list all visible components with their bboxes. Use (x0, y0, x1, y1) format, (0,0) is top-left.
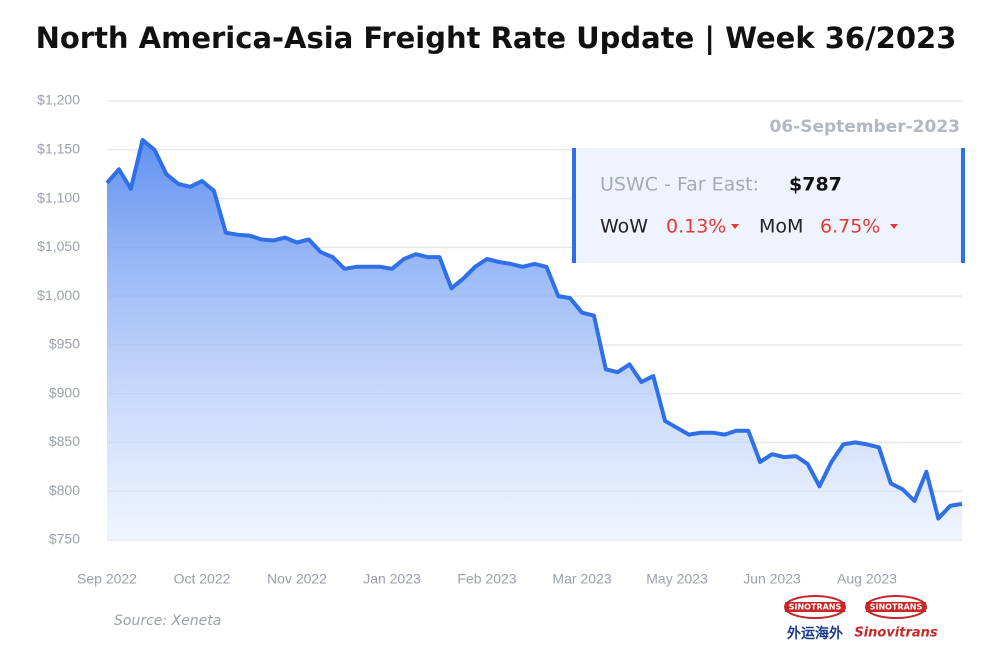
box-border (961, 148, 965, 263)
y-tick-label: $1,150 (37, 140, 80, 156)
logo-band (785, 602, 845, 612)
area (107, 140, 962, 540)
y-tick-label: $850 (49, 433, 80, 449)
mom-value: 6.75% (820, 216, 880, 238)
x-tick-label: Feb 2023 (457, 571, 516, 587)
source: Source: Xeneta (114, 613, 221, 629)
info-box: 06-September-2023 USWC - Far East: $787 … (572, 117, 965, 263)
x-tick-label: Mar 2023 (552, 571, 611, 587)
y-tick-label: $800 (49, 482, 80, 498)
y-tick-label: $1,200 (37, 92, 80, 108)
y-tick-label: $1,100 (37, 189, 80, 205)
line (105, 138, 963, 521)
down-arrow (731, 224, 739, 229)
x-tick-label: Aug 2023 (837, 571, 897, 587)
wow-value: 0.13% (666, 216, 726, 238)
x-tick-label: Oct 2022 (174, 571, 231, 587)
logo-text: SINOTRANS (870, 603, 923, 612)
x-tick-label: Jan 2023 (363, 571, 421, 587)
logo: SINOTRANS SINOTRANS 外运海外 Sinovitrans (784, 595, 938, 642)
y-tick-label: $750 (49, 531, 80, 547)
logo-chinese: 外运海外 (787, 625, 843, 642)
logo-text: SINOTRANS (789, 603, 842, 612)
mom-label: MoM (759, 216, 803, 238)
box (574, 148, 964, 263)
y-tick-label: $1,050 (37, 238, 80, 254)
route: USWC - Far East: (600, 174, 759, 196)
x-tick-label: Nov 2022 (267, 571, 327, 587)
y-tick-label: $900 (49, 384, 80, 400)
logo-name: Sinovitrans (854, 626, 938, 641)
y-tick-label: $1,000 (37, 287, 80, 303)
plot-area: $750 $800 $850 $900 $950 $1,000 $1,050 $1,100 $1… (37, 92, 963, 587)
chart-title: North America-Asia Freight Rate Update |… (36, 21, 957, 55)
wow-label: WoW (600, 216, 648, 238)
y-tick-label: $950 (49, 336, 80, 352)
x-tick-label: Jun 2023 (743, 571, 801, 587)
logo-band (866, 602, 926, 612)
box-border (572, 148, 576, 263)
x-tick-label: Sep 2022 (77, 571, 137, 587)
date-label: 06-September-2023 (770, 117, 960, 137)
price: $787 (789, 174, 842, 196)
down-arrow (890, 224, 898, 229)
x-tick-label: May 2023 (646, 571, 708, 587)
